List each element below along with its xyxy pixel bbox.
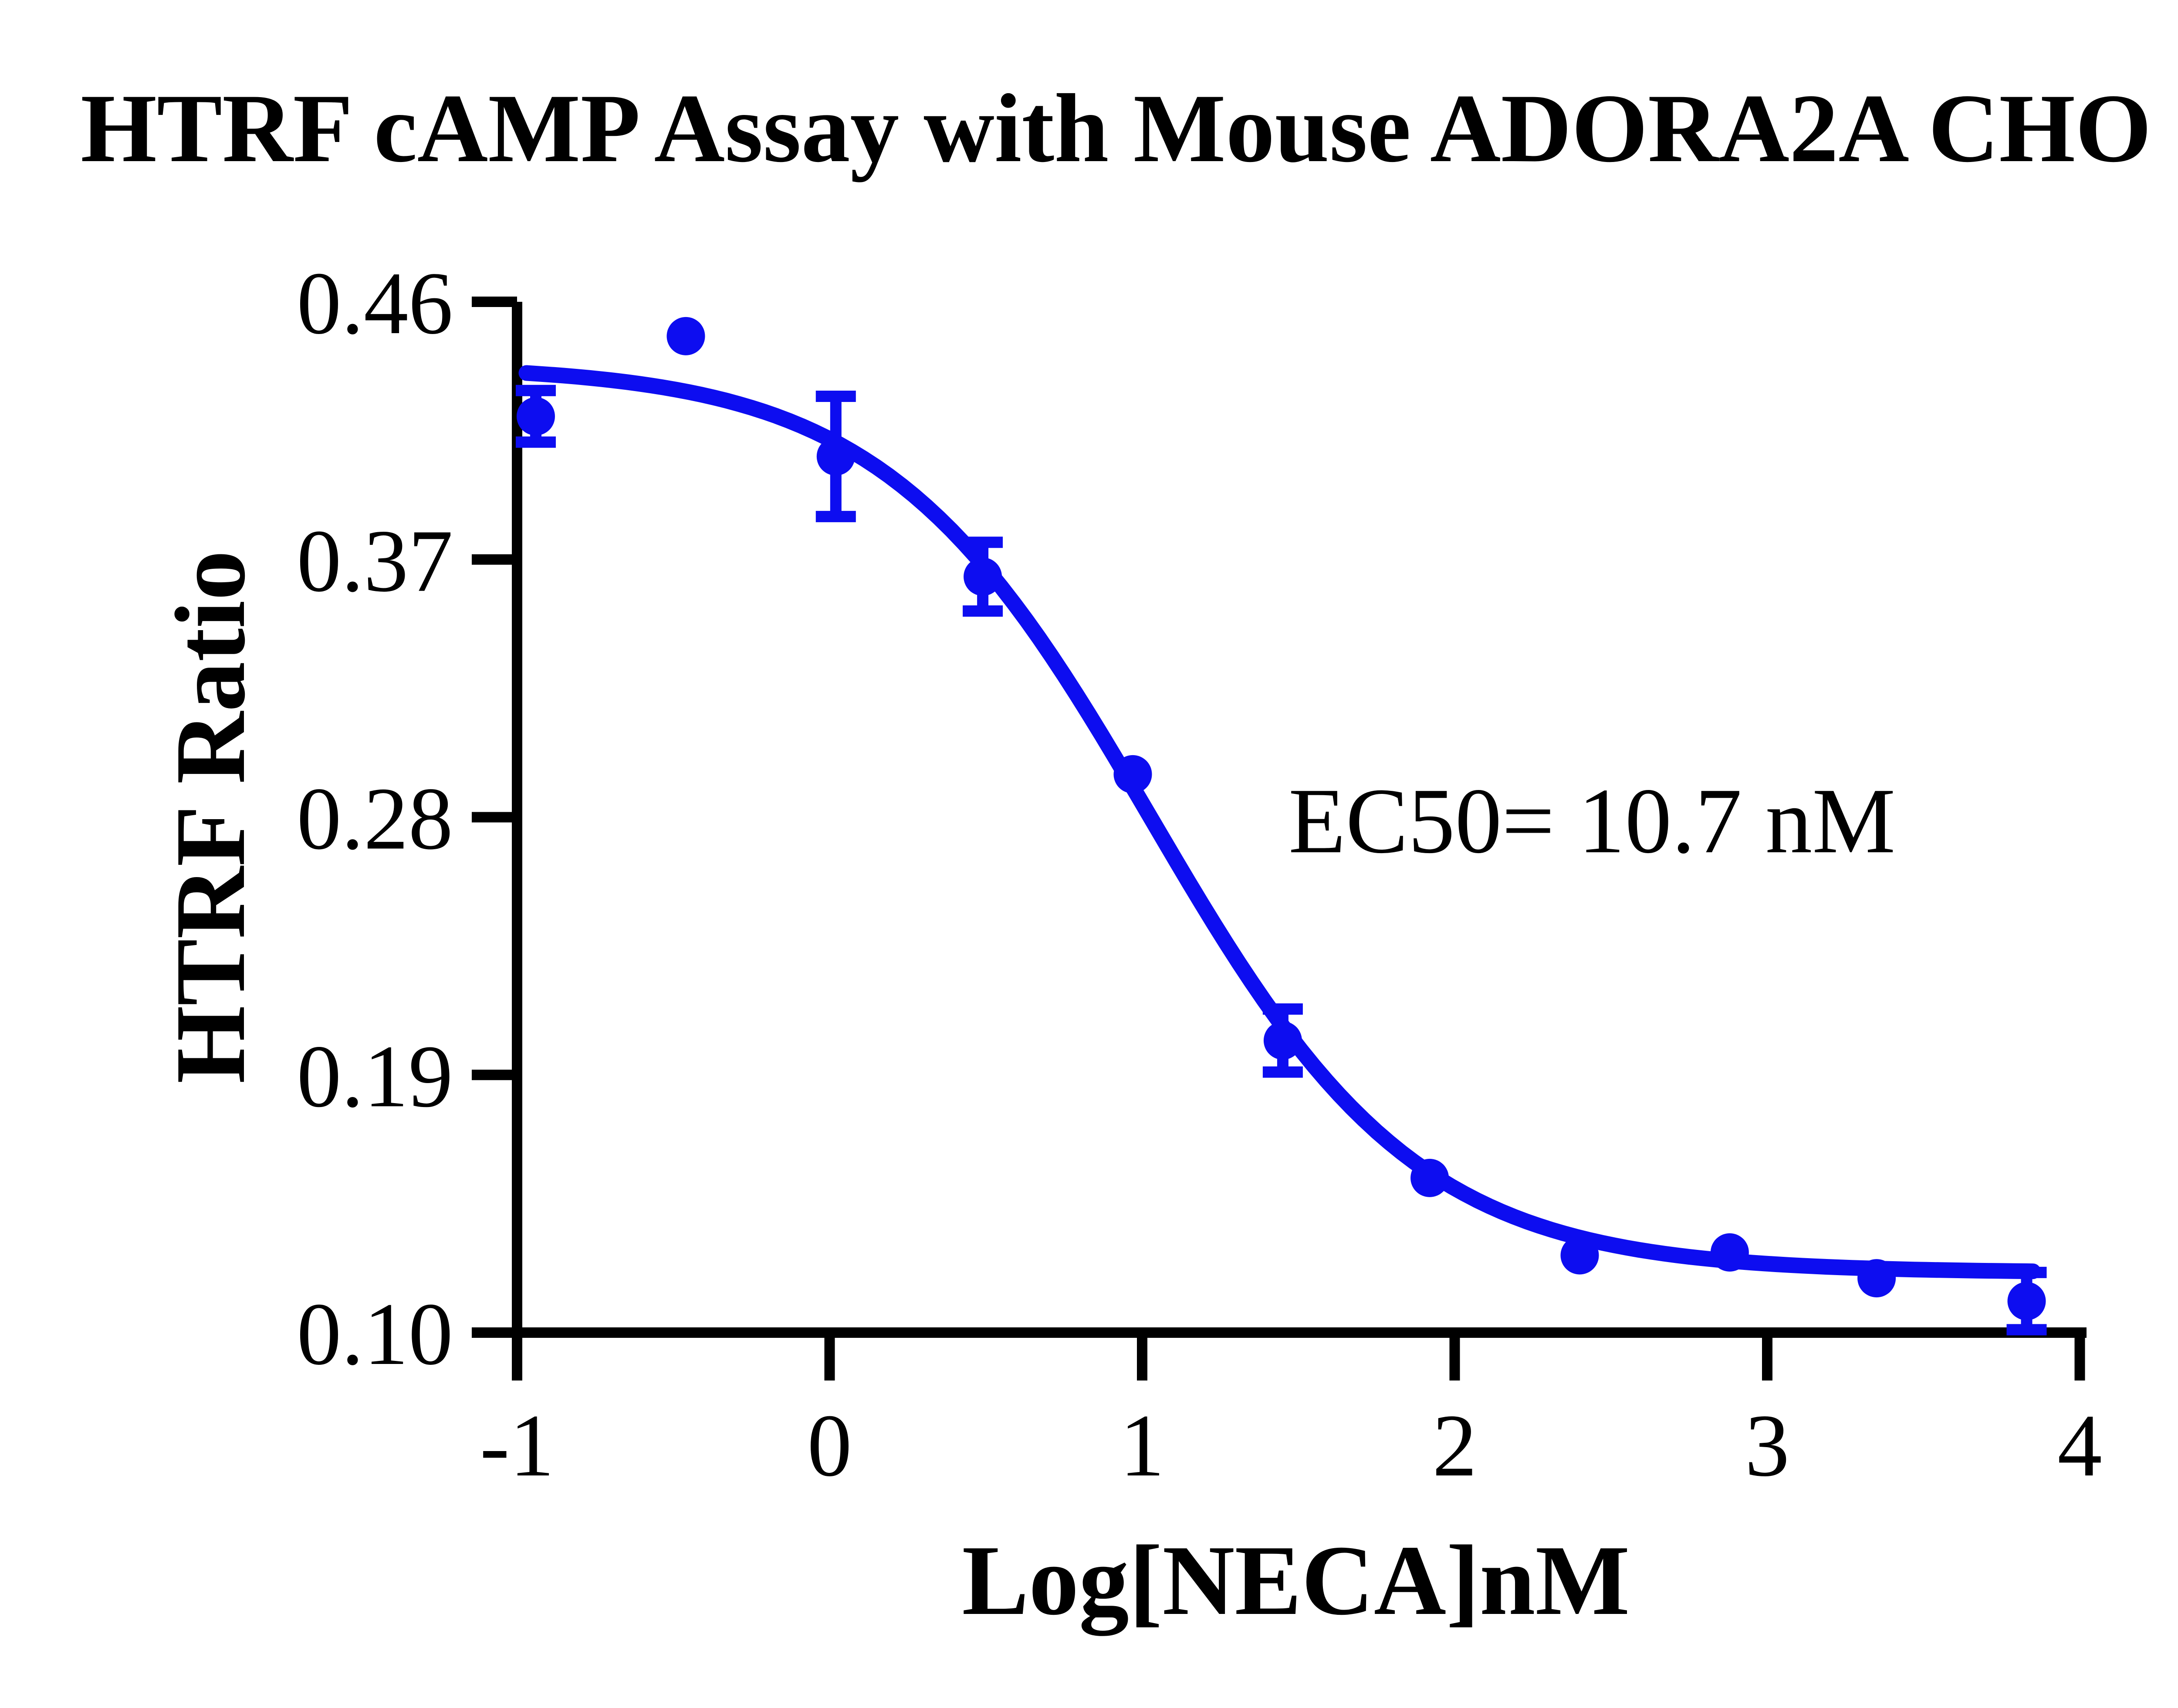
data-point xyxy=(1113,755,1152,793)
data-point xyxy=(1410,1158,1449,1197)
y-tick-label: 0.46 xyxy=(297,254,453,353)
data-point xyxy=(517,397,555,435)
x-tick-label: 2 xyxy=(1432,1396,1477,1495)
y-tick-label: 0.28 xyxy=(297,770,453,868)
axes: 0.10 0.19 0.28 0.37 0.46 -1 0 1 2 3 4 xyxy=(297,254,2102,1495)
data-point xyxy=(666,317,705,355)
data-series xyxy=(516,317,2047,1336)
data-point xyxy=(816,437,855,476)
y-axis-label: HTRF Ratio xyxy=(155,550,266,1084)
data-point xyxy=(1857,1259,1896,1298)
x-axis-label: Log[NECA]nM xyxy=(962,1525,1630,1636)
data-point xyxy=(964,557,1002,596)
x-tick-label: -1 xyxy=(480,1396,555,1495)
data-point xyxy=(2007,1282,2046,1320)
data-point xyxy=(1263,1021,1302,1060)
y-tick-label: 0.10 xyxy=(297,1285,453,1384)
chart-title: HTRF cAMP Assay with Mouse ADORA2A CHO（C… xyxy=(81,74,2178,182)
data-point xyxy=(1560,1236,1599,1275)
x-tick-label: 4 xyxy=(2057,1396,2102,1495)
x-tick-label: 3 xyxy=(1745,1396,1790,1495)
x-tick-label: 0 xyxy=(807,1396,852,1495)
x-tick-label: 1 xyxy=(1120,1396,1165,1495)
y-tick-label: 0.19 xyxy=(297,1027,453,1126)
ec50-annotation: EC50= 10.7 nM xyxy=(1289,769,1895,873)
y-tick-label: 0.37 xyxy=(297,512,453,611)
data-point xyxy=(1710,1233,1749,1272)
